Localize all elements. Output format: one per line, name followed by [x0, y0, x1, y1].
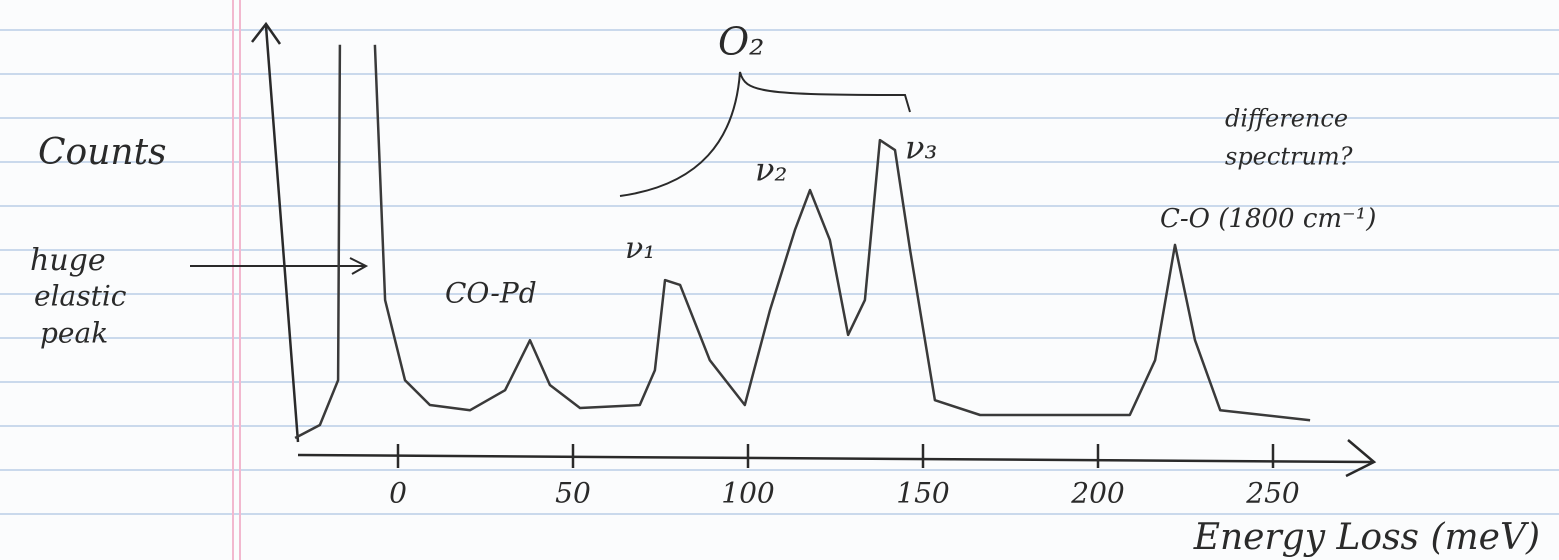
annotation: peak [40, 317, 108, 350]
annotation: difference [1225, 105, 1348, 133]
x-tick-label: 50 [555, 477, 591, 510]
x-tick-label: 250 [1245, 477, 1299, 510]
x-tick-label: 0 [389, 477, 407, 510]
annotation: spectrum? [1225, 143, 1353, 171]
annotation: ν₃ [905, 129, 937, 167]
x-tick-label: 100 [721, 477, 774, 510]
x-axis-label: Energy Loss (meV) [1193, 517, 1540, 558]
annotation: CO-Pd [445, 277, 537, 310]
annotation: ν₁ [625, 231, 655, 266]
y-axis-label: Counts [38, 132, 167, 173]
axes [190, 21, 1377, 478]
annotation: C-O (1800 cm⁻¹) [1160, 204, 1376, 234]
annotation: ν₂ [755, 151, 787, 189]
annotation: O₂ [718, 20, 764, 64]
spectrum-line [294, 44, 1311, 440]
annotation: huge [30, 243, 106, 278]
annotation: elastic [34, 280, 127, 313]
x-tick-label: 150 [896, 477, 949, 510]
x-tick-label: 200 [1070, 477, 1124, 510]
